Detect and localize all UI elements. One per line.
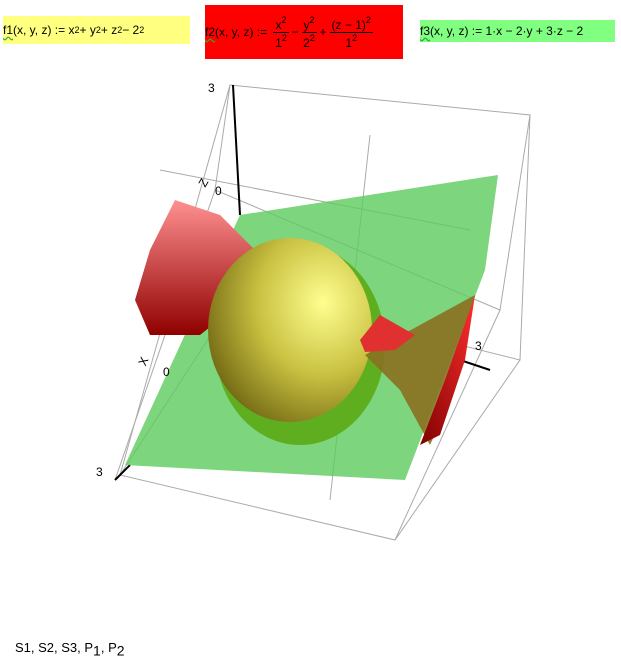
numerator: y2	[301, 14, 317, 33]
fraction: y2 22	[301, 14, 317, 50]
cone-f2	[365, 295, 475, 445]
term: x	[68, 23, 75, 37]
numerator: x2	[273, 14, 289, 33]
axis	[114, 464, 131, 481]
denominator: 12	[275, 33, 287, 50]
tick-label: 0	[215, 184, 222, 198]
exponent: 2	[117, 25, 123, 35]
term: + z	[100, 23, 118, 37]
exponent: 2	[281, 14, 287, 25]
fraction: (z − 1)2 12	[329, 14, 373, 50]
func-name: f2	[205, 25, 216, 39]
func-name: f3	[420, 24, 431, 38]
func-args: (x, y, z) :=	[215, 25, 268, 39]
exponent: 2	[309, 32, 315, 43]
subscript: 2	[116, 642, 125, 659]
num: (z − 1)	[331, 17, 366, 32]
exponent: 2	[281, 32, 287, 43]
tick-label: 0	[163, 365, 170, 379]
formula-f2[interactable]: f2 (x, y, z) := x2 12− y2 22 + (z − 1)2 12	[205, 5, 403, 59]
cone-f2	[360, 315, 415, 352]
den: 2	[303, 35, 310, 50]
func-args: (x, y, z) :=	[13, 23, 66, 37]
den: 1	[275, 35, 282, 50]
numerator: (z − 1)2	[329, 14, 373, 33]
exponent: 2	[365, 14, 371, 25]
subscript: 1	[93, 642, 101, 659]
result-list[interactable]: S1, S2, S3, P1, P2	[15, 640, 125, 659]
exponent: 2	[139, 25, 145, 35]
axis	[459, 359, 491, 371]
axis-label: X	[135, 355, 151, 368]
den: 1	[345, 35, 353, 50]
operator: −	[291, 25, 299, 39]
tick-label: 3	[96, 465, 103, 479]
exponent: 2	[95, 25, 101, 35]
tick-label: 3	[475, 339, 482, 353]
denominator: 12	[345, 33, 357, 50]
text: , P	[100, 640, 117, 655]
func-args: (x, y, z) :=	[430, 24, 483, 38]
term: − 2	[122, 23, 140, 37]
num: x	[275, 17, 282, 32]
tick-label: 3	[208, 81, 215, 95]
space	[267, 25, 270, 39]
exponent: 2	[352, 32, 358, 43]
axis	[232, 84, 241, 216]
denominator: 22	[303, 33, 315, 50]
term: + y	[79, 23, 96, 37]
exponent: 2	[74, 25, 80, 35]
formula-f3[interactable]: f3 (x, y, z) := 1·x − 2·y + 3·z − 2	[420, 20, 615, 42]
func-name: f1	[3, 23, 14, 37]
operator: +	[319, 25, 327, 39]
expression: 1·x − 2·y + 3·z − 2	[485, 24, 584, 38]
sphere-f1	[208, 238, 372, 422]
exponent: 2	[309, 14, 315, 25]
text: S1, S2, S3, P	[15, 640, 94, 655]
fraction: x2 12	[273, 14, 289, 50]
num: y	[303, 17, 310, 32]
